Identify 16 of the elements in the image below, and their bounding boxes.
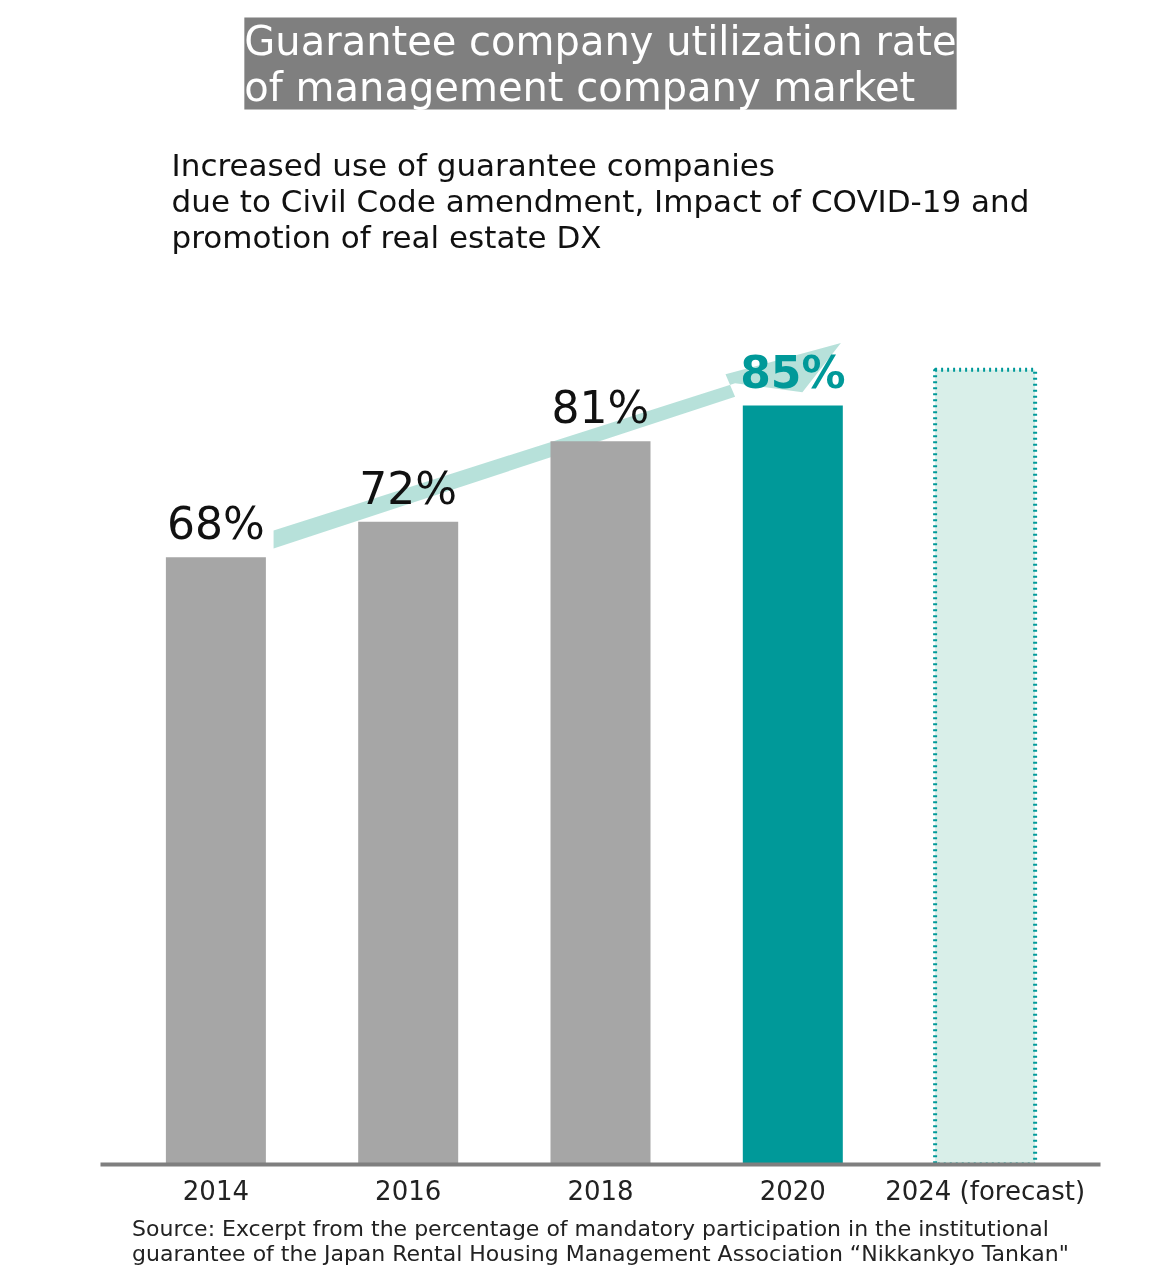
bar xyxy=(165,557,266,1165)
data-label: 85% xyxy=(740,346,846,398)
x-tick-label: 2016 xyxy=(375,1175,442,1206)
x-tick-label: 2020 xyxy=(759,1175,826,1206)
data-label: 81% xyxy=(551,382,650,434)
bar xyxy=(742,405,843,1165)
data-label: 72% xyxy=(359,462,458,514)
x-tick-label: 2014 xyxy=(182,1175,249,1206)
chart-subtitle: Increased use of guarantee companies due to Civil Code amendment, Impact of COVID-19 and promotion of real estate DX xyxy=(171,146,1030,255)
source-note: Source: Excerpt from the percentage of mandatory participation in the institutional guarantee of the Japan Rental Housing Management Association “Nikkankyo Tankan" xyxy=(132,1215,1069,1266)
bar xyxy=(358,521,459,1165)
data-label: 68% xyxy=(166,498,265,550)
x-tick-label: 2024 (forecast) xyxy=(885,1175,1086,1206)
x-tick-label: 2018 xyxy=(567,1175,634,1206)
bar xyxy=(550,441,651,1165)
chart-title: Guarantee company utilization rate of management company market xyxy=(244,17,957,110)
